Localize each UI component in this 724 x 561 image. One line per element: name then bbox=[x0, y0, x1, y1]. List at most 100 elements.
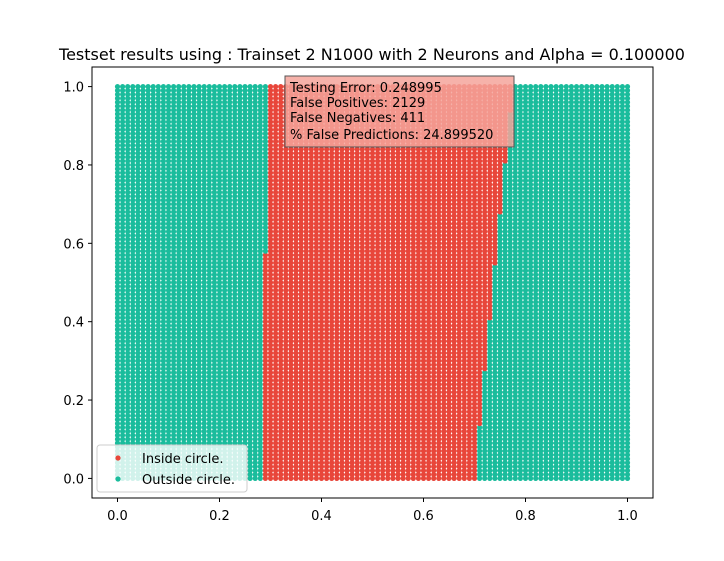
point-inside-circle bbox=[273, 475, 279, 482]
point-inside-circle bbox=[405, 464, 411, 470]
point-inside-circle bbox=[461, 467, 467, 474]
point-inside-circle bbox=[339, 475, 345, 482]
point-inside-circle bbox=[313, 464, 319, 470]
point-inside-circle bbox=[329, 452, 335, 458]
point-inside-circle bbox=[324, 456, 330, 462]
point-inside-circle bbox=[451, 467, 457, 474]
point-outside-circle bbox=[619, 467, 626, 474]
point-inside-circle bbox=[308, 467, 314, 474]
point-outside-circle bbox=[584, 467, 590, 474]
point-inside-circle bbox=[344, 475, 350, 482]
point-inside-circle bbox=[262, 467, 268, 474]
point-inside-circle bbox=[339, 452, 345, 458]
point-outside-circle bbox=[502, 467, 508, 474]
point-inside-circle bbox=[308, 452, 314, 458]
point-outside-circle bbox=[533, 464, 539, 470]
point-inside-circle bbox=[283, 452, 289, 458]
point-inside-circle bbox=[390, 475, 396, 482]
point-inside-circle bbox=[426, 464, 432, 470]
point-inside-circle bbox=[375, 452, 381, 458]
point-inside-circle bbox=[318, 475, 325, 482]
point-outside-circle bbox=[573, 467, 580, 474]
point-inside-circle bbox=[471, 452, 478, 458]
point-outside-circle bbox=[487, 467, 493, 474]
point-outside-circle bbox=[252, 467, 258, 474]
point-inside-circle bbox=[400, 467, 406, 474]
point-inside-circle bbox=[288, 471, 294, 478]
point-inside-circle bbox=[385, 464, 391, 470]
point-outside-circle bbox=[584, 456, 590, 462]
point-outside-circle bbox=[497, 464, 503, 470]
point-outside-circle bbox=[487, 464, 493, 470]
point-outside-circle bbox=[594, 467, 600, 474]
point-outside-circle bbox=[604, 464, 610, 470]
point-inside-circle bbox=[446, 471, 452, 478]
point-outside-circle bbox=[522, 475, 529, 482]
point-inside-circle bbox=[318, 467, 325, 474]
point-inside-circle bbox=[267, 471, 274, 478]
point-outside-circle bbox=[538, 475, 544, 482]
point-inside-circle bbox=[354, 471, 360, 478]
point-inside-circle bbox=[324, 464, 330, 470]
point-outside-circle bbox=[614, 475, 620, 482]
point-outside-circle bbox=[492, 467, 498, 474]
point-outside-circle bbox=[482, 464, 488, 470]
point-outside-circle bbox=[487, 475, 493, 482]
point-inside-circle bbox=[359, 464, 365, 470]
point-inside-circle bbox=[400, 452, 406, 458]
point-inside-circle bbox=[446, 452, 452, 458]
point-outside-circle bbox=[522, 467, 529, 474]
point-outside-circle bbox=[579, 464, 585, 470]
point-inside-circle bbox=[308, 464, 314, 470]
point-outside-circle bbox=[609, 460, 615, 466]
point-inside-circle bbox=[415, 464, 421, 470]
point-outside-circle bbox=[538, 471, 544, 478]
point-inside-circle bbox=[415, 452, 421, 458]
point-inside-circle bbox=[273, 460, 279, 466]
chart-title: Testset results using : Trainset 2 N1000… bbox=[58, 45, 685, 64]
point-inside-circle bbox=[380, 471, 386, 478]
point-inside-circle bbox=[267, 467, 274, 474]
point-inside-circle bbox=[456, 471, 462, 478]
point-outside-circle bbox=[594, 456, 600, 462]
point-inside-circle bbox=[461, 460, 467, 466]
point-inside-circle bbox=[324, 475, 330, 482]
point-inside-circle bbox=[339, 471, 345, 478]
point-outside-circle bbox=[257, 467, 263, 474]
point-outside-circle bbox=[543, 460, 549, 466]
point-outside-circle bbox=[563, 464, 569, 470]
point-outside-circle bbox=[522, 452, 529, 458]
point-inside-circle bbox=[420, 460, 427, 466]
point-inside-circle bbox=[293, 452, 299, 458]
point-outside-circle bbox=[477, 467, 483, 474]
point-outside-circle bbox=[599, 456, 605, 462]
point-outside-circle bbox=[558, 475, 564, 482]
point-inside-circle bbox=[451, 460, 457, 466]
point-outside-circle bbox=[252, 460, 258, 466]
point-outside-circle bbox=[609, 456, 615, 462]
point-inside-circle bbox=[354, 467, 360, 474]
point-outside-circle bbox=[584, 471, 590, 478]
point-inside-circle bbox=[431, 456, 437, 462]
point-outside-circle bbox=[477, 471, 483, 478]
point-inside-circle bbox=[298, 452, 304, 458]
point-inside-circle bbox=[471, 460, 478, 466]
point-outside-circle bbox=[614, 467, 620, 474]
point-outside-circle bbox=[573, 460, 580, 466]
point-inside-circle bbox=[318, 471, 325, 478]
point-outside-circle bbox=[609, 464, 615, 470]
point-inside-circle bbox=[288, 460, 294, 466]
point-inside-circle bbox=[364, 460, 370, 466]
point-outside-circle bbox=[482, 467, 488, 474]
point-inside-circle bbox=[303, 464, 309, 470]
point-outside-circle bbox=[492, 475, 498, 482]
point-inside-circle bbox=[380, 464, 386, 470]
point-inside-circle bbox=[267, 460, 274, 466]
point-outside-circle bbox=[548, 460, 554, 466]
point-outside-circle bbox=[533, 460, 539, 466]
point-outside-circle bbox=[492, 464, 498, 470]
point-outside-circle bbox=[579, 475, 585, 482]
point-outside-circle bbox=[548, 467, 554, 474]
point-outside-circle bbox=[584, 464, 590, 470]
point-outside-circle bbox=[247, 452, 253, 458]
